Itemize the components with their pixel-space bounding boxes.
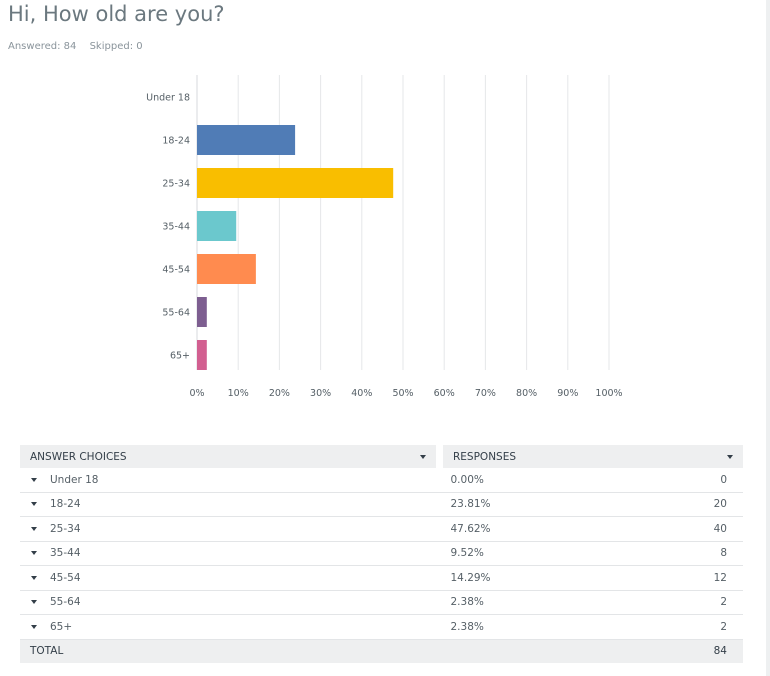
category-label: 65+ bbox=[170, 351, 190, 362]
response-percent: 0.00% bbox=[439, 468, 633, 493]
response-count: 2 bbox=[632, 590, 743, 615]
sort-caret-icon[interactable] bbox=[420, 455, 426, 459]
answer-choice-cell: Under 18 bbox=[20, 468, 440, 493]
total-spacer bbox=[439, 639, 633, 663]
bar bbox=[197, 168, 394, 198]
answer-choice-label: Under 18 bbox=[50, 473, 99, 486]
x-tick-label: 80% bbox=[516, 388, 537, 399]
bar bbox=[197, 254, 256, 284]
x-tick-label: 20% bbox=[269, 388, 290, 399]
answer-choice-label: 25-34 bbox=[50, 522, 81, 535]
x-tick-label: 40% bbox=[351, 388, 372, 399]
question-title: Hi, How old are you? bbox=[8, 2, 225, 26]
table-row[interactable]: 55-64 2.38% 2 bbox=[20, 590, 743, 615]
x-tick-label: 30% bbox=[310, 388, 331, 399]
answer-choice-cell: 65+ bbox=[20, 614, 440, 640]
response-count: 0 bbox=[632, 468, 743, 493]
table-row[interactable]: 65+ 2.38% 2 bbox=[20, 614, 743, 640]
category-label: 18-24 bbox=[162, 136, 190, 147]
response-count: 12 bbox=[632, 565, 743, 591]
table-row[interactable]: Under 18 0.00% 0 bbox=[20, 468, 743, 493]
x-tick-label: 70% bbox=[475, 388, 496, 399]
table-row[interactable]: 18-24 23.81% 20 bbox=[20, 492, 743, 517]
x-tick-label: 0% bbox=[189, 388, 204, 399]
bar bbox=[197, 297, 207, 327]
response-count: 8 bbox=[632, 541, 743, 566]
bar bbox=[197, 340, 207, 370]
sort-caret-icon[interactable] bbox=[727, 455, 733, 459]
answer-choice-label: 55-64 bbox=[50, 596, 81, 609]
answer-choice-cell: 55-64 bbox=[20, 590, 440, 615]
responses-table: ANSWER CHOICES RESPONSES Under 18 0.00% 0 1… bbox=[20, 445, 743, 663]
responses-header-label: RESPONSES bbox=[453, 450, 517, 463]
category-label: 35-44 bbox=[162, 222, 190, 233]
total-count: 84 bbox=[632, 639, 743, 663]
table-row[interactable]: 25-34 47.62% 40 bbox=[20, 516, 743, 542]
responses-header[interactable]: RESPONSES bbox=[439, 445, 743, 468]
answer-choices-header[interactable]: ANSWER CHOICES bbox=[20, 445, 443, 468]
expand-caret-icon[interactable] bbox=[31, 477, 37, 482]
expand-caret-icon[interactable] bbox=[31, 551, 37, 556]
table-row[interactable]: 35-44 9.52% 8 bbox=[20, 541, 743, 566]
response-percent: 2.38% bbox=[439, 590, 633, 615]
response-percent: 23.81% bbox=[439, 492, 633, 517]
expand-caret-icon[interactable] bbox=[31, 575, 37, 580]
x-tick-label: 100% bbox=[595, 388, 622, 399]
category-label: 25-34 bbox=[162, 179, 190, 190]
table-header-row: ANSWER CHOICES RESPONSES bbox=[20, 445, 743, 468]
response-count: 40 bbox=[632, 516, 743, 542]
bar bbox=[197, 211, 237, 241]
answer-choice-cell: 35-44 bbox=[20, 541, 440, 566]
answer-choice-cell: 45-54 bbox=[20, 565, 440, 591]
answer-choices-header-label: ANSWER CHOICES bbox=[30, 450, 127, 463]
category-label: Under 18 bbox=[146, 93, 190, 104]
bar bbox=[197, 125, 296, 155]
response-percent: 14.29% bbox=[439, 565, 633, 591]
response-percent: 2.38% bbox=[439, 614, 633, 640]
table-row[interactable]: 45-54 14.29% 12 bbox=[20, 565, 743, 591]
category-label: 45-54 bbox=[162, 265, 190, 276]
x-tick-label: 90% bbox=[557, 388, 578, 399]
x-tick-label: 10% bbox=[228, 388, 249, 399]
category-label: 55-64 bbox=[162, 308, 190, 319]
x-tick-label: 50% bbox=[392, 388, 413, 399]
total-label: TOTAL bbox=[20, 639, 440, 663]
x-tick-label: 60% bbox=[434, 388, 455, 399]
response-percent: 9.52% bbox=[439, 541, 633, 566]
expand-caret-icon[interactable] bbox=[31, 502, 37, 507]
expand-caret-icon[interactable] bbox=[31, 624, 37, 629]
answer-choice-label: 65+ bbox=[50, 620, 73, 633]
response-count: 20 bbox=[632, 492, 743, 517]
total-row: TOTAL 84 bbox=[20, 639, 743, 663]
answer-choice-label: 45-54 bbox=[50, 571, 81, 584]
answered-count: Answered: 84 bbox=[8, 41, 77, 52]
bar-chart: Under 18 18-24 25-34 35-44 45-54 55-64 65+ 0% 10… bbox=[146, 75, 623, 399]
question-stats: Answered: 84 Skipped: 0 bbox=[8, 41, 153, 52]
answer-choice-cell: 18-24 bbox=[20, 492, 440, 517]
scrollbar-track[interactable] bbox=[766, 0, 770, 676]
answer-choice-label: 18-24 bbox=[50, 498, 81, 511]
response-count: 2 bbox=[632, 614, 743, 640]
answer-choice-label: 35-44 bbox=[50, 547, 81, 560]
response-percent: 47.62% bbox=[439, 516, 633, 542]
expand-caret-icon[interactable] bbox=[31, 600, 37, 605]
answer-choice-cell: 25-34 bbox=[20, 516, 440, 542]
skipped-count: Skipped: 0 bbox=[89, 41, 143, 52]
expand-caret-icon[interactable] bbox=[31, 526, 37, 531]
